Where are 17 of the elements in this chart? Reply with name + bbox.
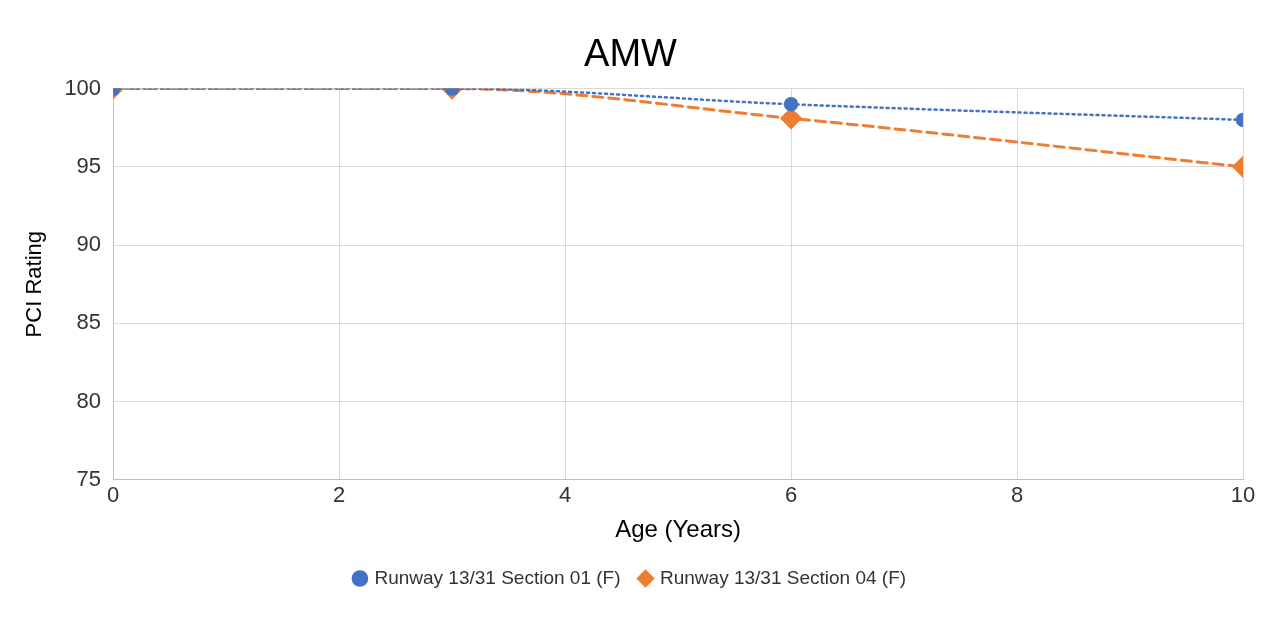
y-tick-label: 95 [76,152,102,178]
x-tick-label: 6 [784,482,798,508]
y-tick-label: 80 [76,387,102,413]
x-tick-label: 0 [106,482,120,508]
y-axis-title: PCI Rating [21,231,47,338]
y-tick-label: 90 [76,231,102,257]
x-axis-title: Age (Years) [615,515,741,543]
y-tick-label: 100 [64,74,102,100]
x-tick-label: 8 [1010,482,1024,508]
x-tick-label: 4 [558,482,572,508]
x-tick-label: 10 [1230,482,1256,508]
x-tick-label: 2 [332,482,346,508]
y-tick-label: 75 [76,465,102,491]
legend-label: Runway 13/31 Section 04 (F) [660,566,907,588]
y-tick-label: 85 [76,309,102,335]
chart-title: AMW [584,32,678,75]
legend-label: Runway 13/31 Section 01 (F) [374,566,621,588]
